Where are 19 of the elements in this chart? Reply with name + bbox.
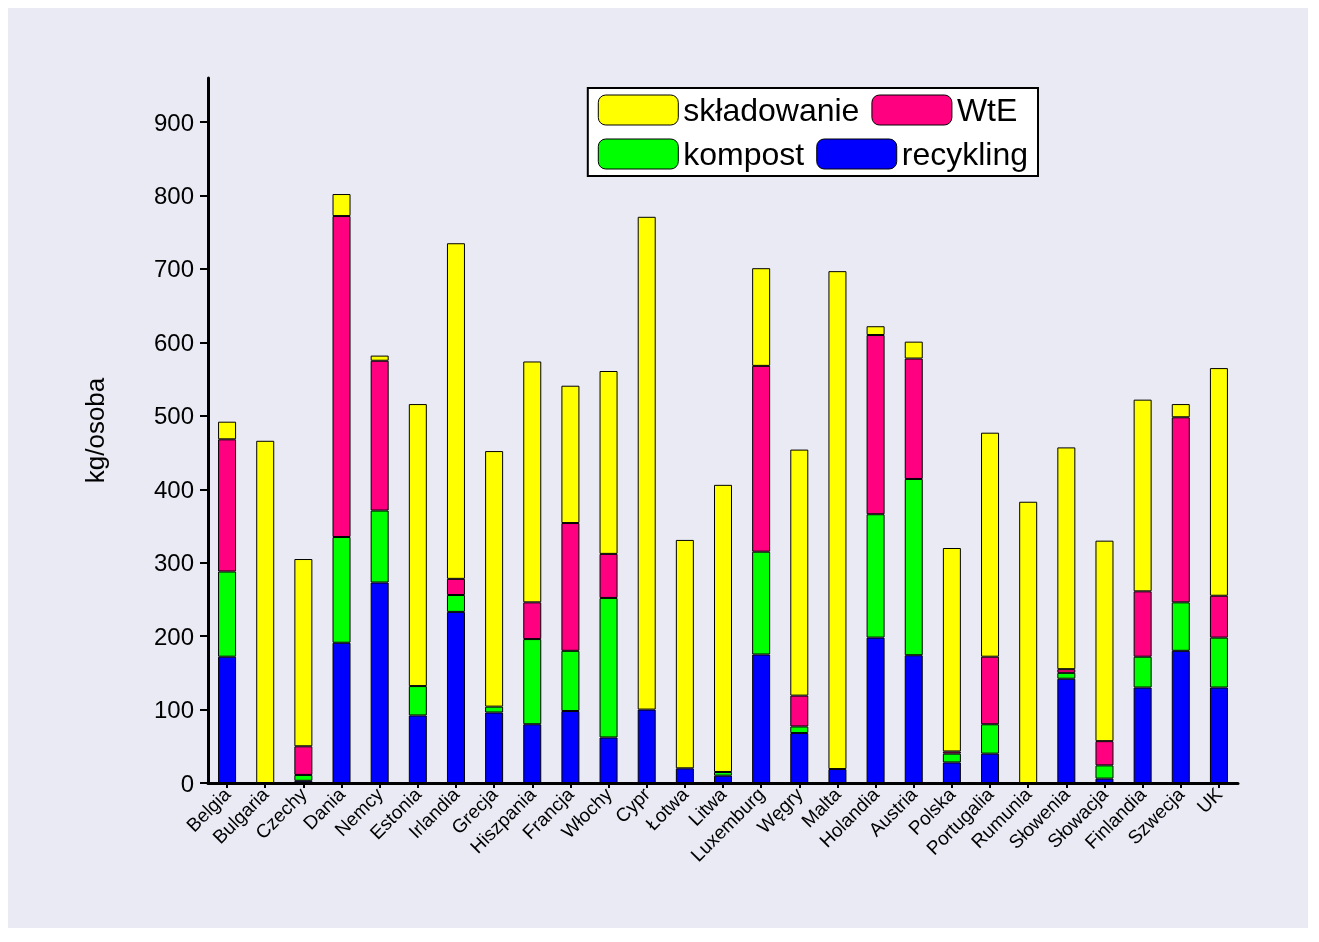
- bar: [1057, 447, 1076, 670]
- legend-label: składowanie: [683, 92, 860, 128]
- x-tick-label: UK: [1192, 783, 1227, 818]
- legend-label: WtE: [956, 92, 1018, 128]
- bar: [942, 548, 961, 752]
- y-tick-label: 300: [153, 549, 194, 577]
- y-tick-label: 900: [153, 108, 194, 136]
- bar: [714, 484, 732, 772]
- y-tick-label: 700: [153, 255, 194, 283]
- y-tick-label: 0: [180, 769, 194, 797]
- y-tick-label: 400: [153, 475, 194, 503]
- y-tick-label: 800: [153, 182, 194, 209]
- legend-label: recykling: [901, 136, 1028, 172]
- y-tick-label: 200: [153, 622, 194, 650]
- y-tick-label: 500: [153, 402, 194, 430]
- y-tick-label: 100: [153, 696, 194, 724]
- y-tick-label: 600: [153, 328, 194, 356]
- legend-label: kompost: [683, 136, 805, 172]
- y-axis-title: kg/osoba: [80, 377, 110, 484]
